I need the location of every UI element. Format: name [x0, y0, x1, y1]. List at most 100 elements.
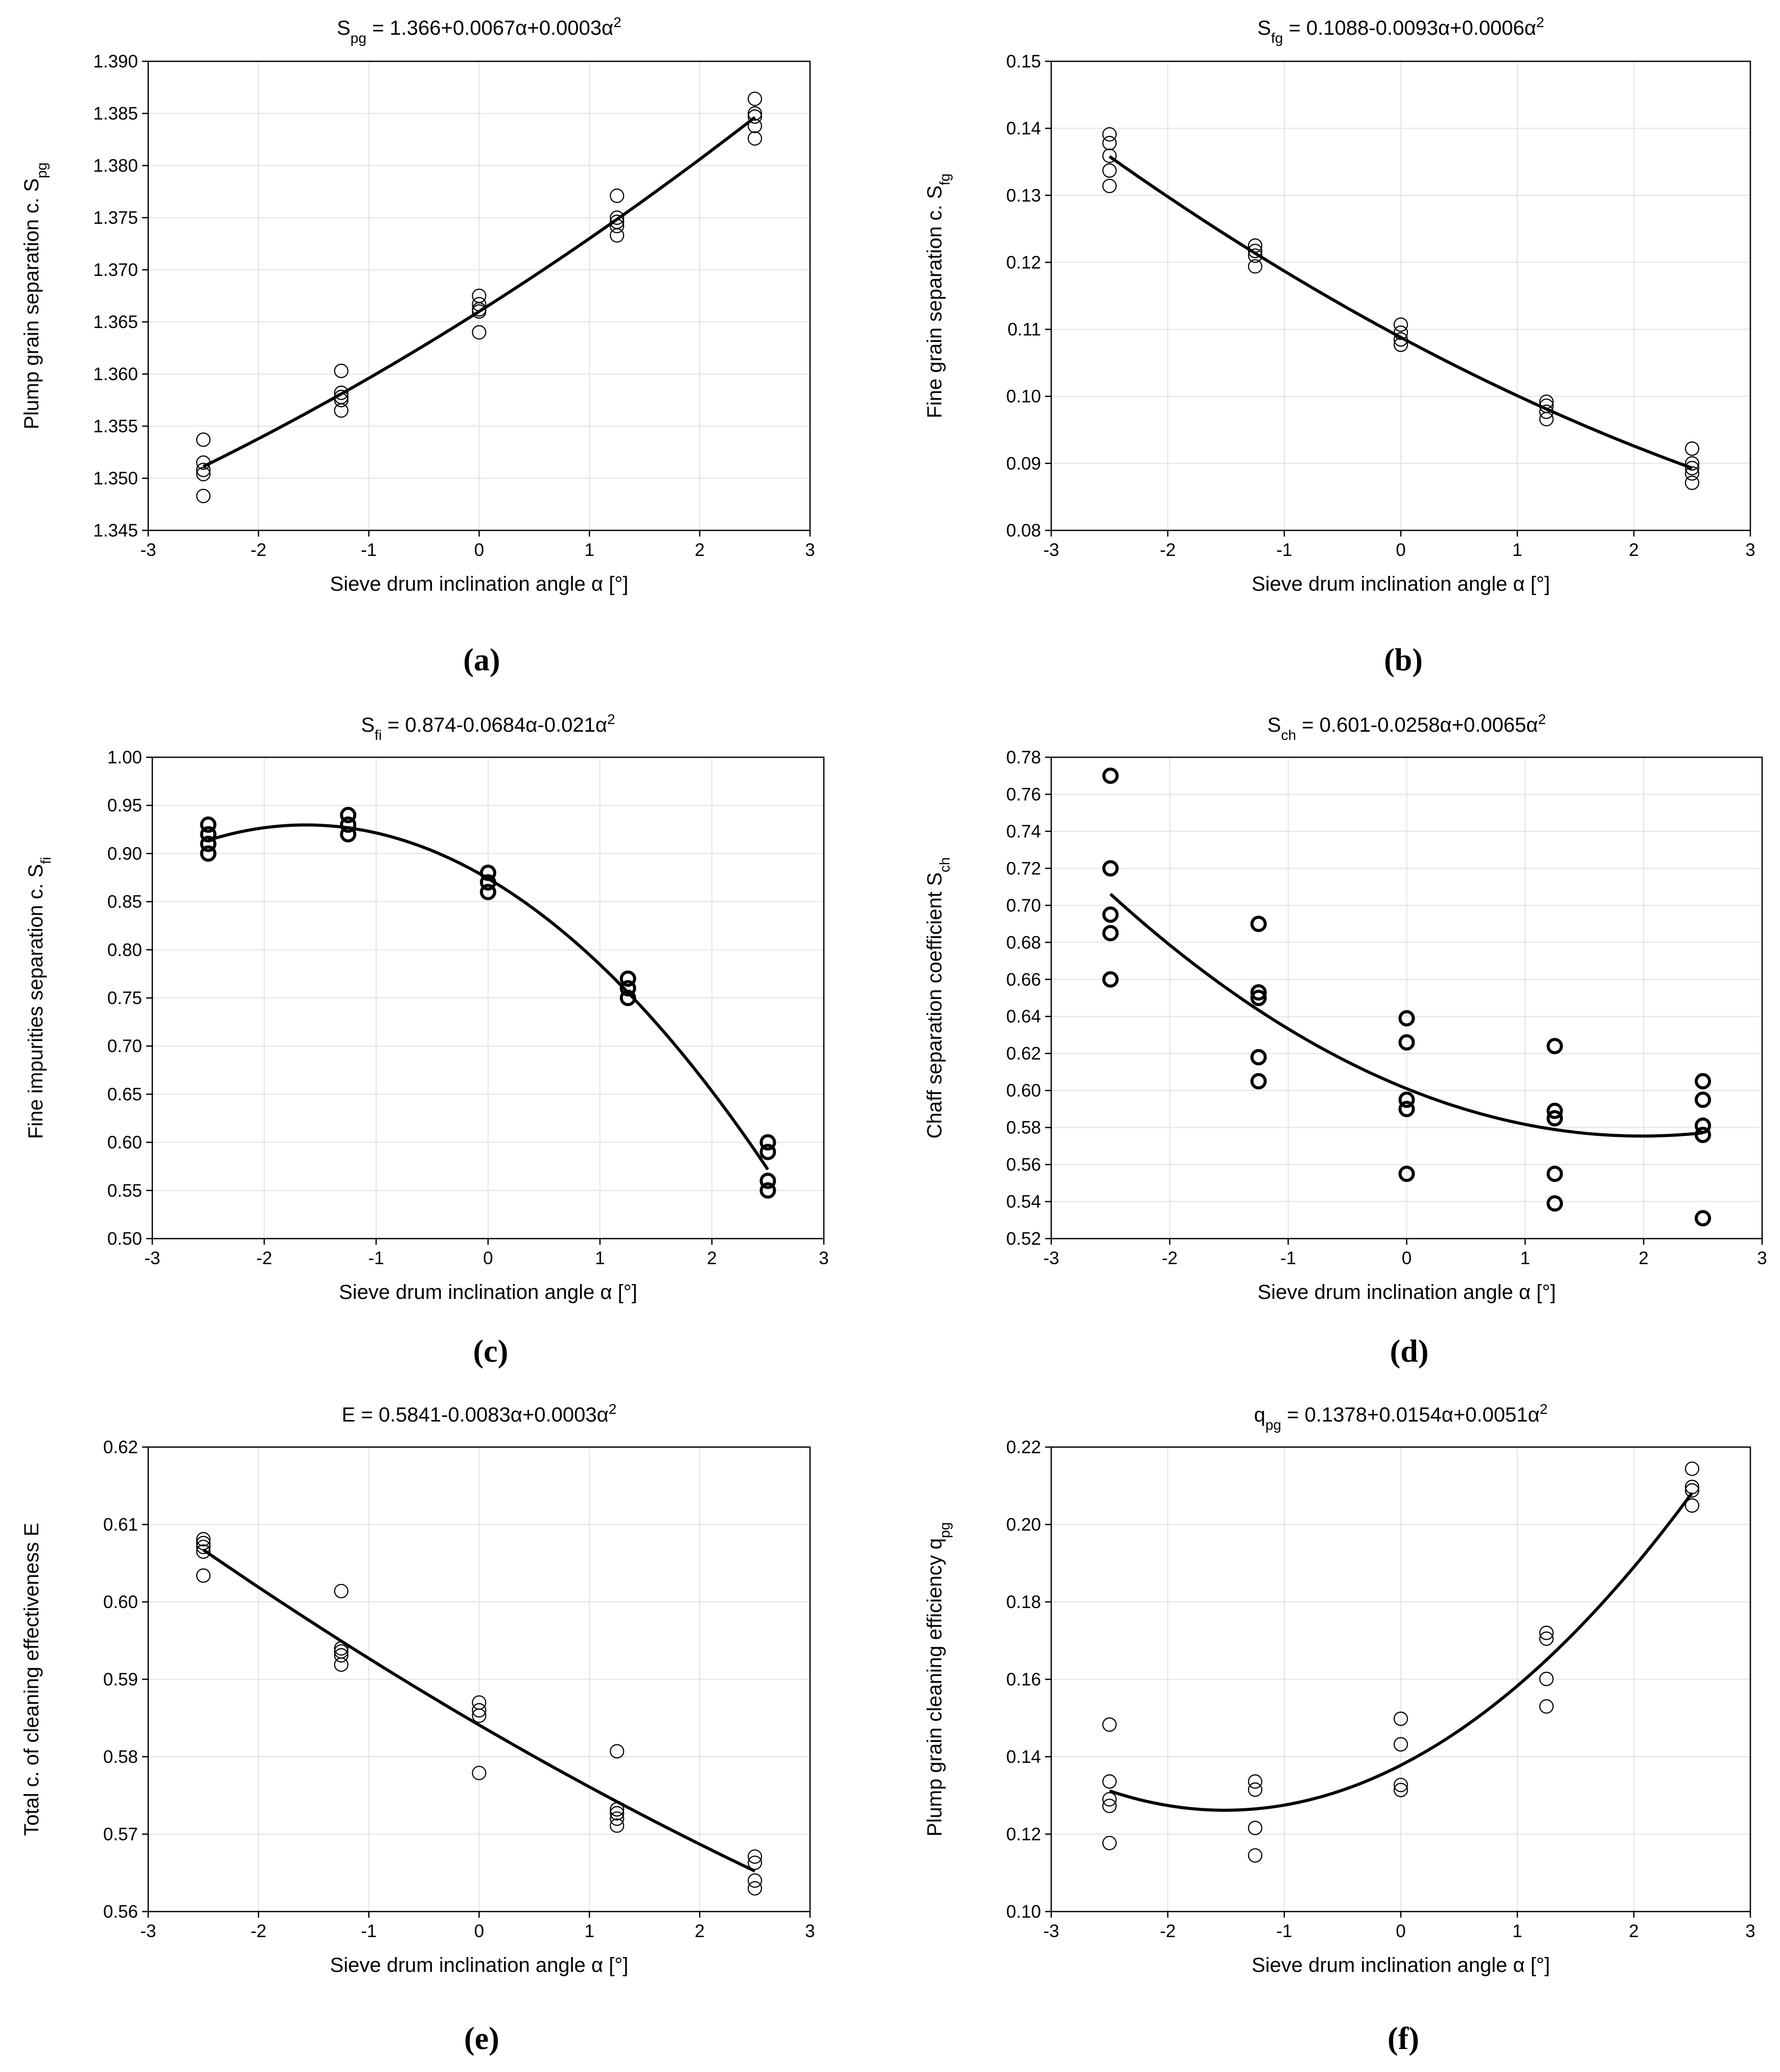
x-axis-label: Sieve drum inclination angle α [°] — [1258, 1281, 1556, 1303]
data-point — [334, 363, 349, 378]
y-tick-label: 0.70 — [1006, 896, 1041, 916]
data-point — [480, 874, 496, 891]
data-point — [1684, 1479, 1700, 1495]
data-point — [747, 106, 762, 121]
data-point — [610, 1811, 625, 1826]
data-point — [1546, 1195, 1563, 1212]
data-point — [1247, 1821, 1263, 1835]
data-point — [1398, 1034, 1415, 1051]
y-tick-label: 0.14 — [1006, 1747, 1041, 1767]
data-point — [1102, 1792, 1117, 1807]
x-tick-label: 0 — [483, 1248, 493, 1268]
data-point — [196, 488, 211, 503]
data-point — [200, 826, 217, 843]
data-point — [1102, 178, 1117, 194]
data-point — [1247, 1848, 1263, 1863]
x-axis-label: Sieve drum inclination angle α [°] — [1252, 573, 1550, 595]
data-point — [1102, 906, 1119, 923]
y-tick-label: 0.90 — [107, 844, 142, 864]
y-tick-label: 0.18 — [1006, 1592, 1041, 1612]
data-point — [1102, 1774, 1117, 1789]
y-tick-label: 0.70 — [107, 1036, 142, 1056]
data-point — [1546, 1166, 1563, 1182]
y-tick-label: 1.370 — [93, 260, 138, 280]
y-tick-label: 0.56 — [103, 1902, 138, 1922]
data-point — [1684, 456, 1700, 471]
data-point — [1546, 1103, 1563, 1120]
x-tick-label: 2 — [1638, 1248, 1648, 1268]
data-point — [759, 1144, 776, 1160]
x-tick-label: 1 — [1512, 540, 1522, 560]
y-tick-label: 0.11 — [1007, 320, 1041, 340]
panel-label: (e) — [464, 2021, 499, 2056]
x-tick-label: -3 — [140, 1921, 156, 1941]
chart-title: Sfi = 0.874-0.0684α-0.021α2 — [361, 711, 615, 743]
data-point — [1102, 860, 1119, 877]
data-point — [1393, 1783, 1408, 1798]
x-axis-label: Sieve drum inclination angle α [°] — [330, 1954, 629, 1976]
x-tick-label: 0 — [1396, 540, 1405, 560]
data-point — [1102, 127, 1117, 142]
data-point — [1247, 259, 1263, 274]
x-tick-label: -1 — [1276, 1921, 1292, 1941]
data-point — [610, 1802, 625, 1817]
data-point — [1102, 971, 1119, 988]
y-tick-label: 0.60 — [103, 1592, 138, 1612]
data-point — [747, 1855, 762, 1870]
chart-title: E = 0.5841-0.0083α+0.0003α2 — [342, 1401, 617, 1427]
x-tick-label: 3 — [805, 1921, 815, 1941]
y-tick-label: 1.380 — [93, 156, 138, 176]
x-tick-label: 1 — [1512, 1921, 1522, 1941]
y-tick-label: 0.85 — [107, 892, 142, 912]
data-point — [747, 131, 762, 146]
data-point — [340, 826, 357, 843]
data-point — [619, 970, 636, 987]
data-point — [610, 1818, 625, 1833]
data-point — [747, 119, 762, 133]
data-point — [334, 1657, 349, 1672]
x-tick-label: -2 — [1160, 540, 1175, 560]
data-point — [1684, 460, 1700, 476]
data-point — [1539, 404, 1554, 419]
x-tick-label: -2 — [250, 540, 266, 560]
chart-title: qpg = 0.1378+0.0154α+0.0051α2 — [1254, 1401, 1548, 1433]
data-point — [1539, 1699, 1554, 1714]
data-point — [1250, 1073, 1267, 1090]
data-point — [472, 325, 487, 340]
x-tick-label: 2 — [1629, 540, 1638, 560]
data-point — [747, 1849, 762, 1864]
data-point — [1684, 1461, 1700, 1476]
x-tick-label: -3 — [140, 540, 156, 560]
y-tick-label: 0.09 — [1006, 454, 1041, 474]
y-axis-label: Plump grain separation c. Spg — [20, 162, 50, 430]
data-point — [1102, 767, 1119, 784]
data-point — [1695, 1091, 1712, 1108]
y-tick-label: 0.68 — [1006, 933, 1041, 952]
y-tick-label: 0.56 — [1006, 1155, 1041, 1175]
data-point — [610, 228, 625, 243]
x-tick-label: 2 — [1629, 1921, 1638, 1941]
y-tick-label: 0.13 — [1006, 185, 1041, 205]
data-point — [480, 883, 496, 900]
fit-curve — [1108, 155, 1693, 470]
x-tick-label: -1 — [368, 1248, 384, 1268]
data-point — [1250, 984, 1267, 1001]
data-point — [759, 1172, 776, 1189]
y-axis-label: Total c. of cleaning effectiveness E — [20, 1523, 43, 1836]
fit-curve — [1109, 893, 1703, 1138]
data-point — [747, 91, 762, 106]
y-tick-label: 0.50 — [107, 1229, 142, 1249]
data-point — [334, 1584, 349, 1598]
data-point — [1684, 441, 1700, 456]
x-tick-label: 0 — [474, 540, 484, 560]
y-tick-label: 0.58 — [1006, 1118, 1041, 1138]
x-tick-label: -3 — [1043, 1921, 1059, 1941]
data-point — [1247, 238, 1263, 253]
data-point — [1393, 317, 1408, 332]
data-point — [1546, 1110, 1563, 1127]
y-tick-label: 0.20 — [1006, 1515, 1041, 1535]
data-point — [472, 1708, 487, 1723]
x-tick-label: 3 — [1757, 1248, 1767, 1268]
y-tick-label: 0.76 — [1006, 784, 1041, 804]
data-point — [1539, 394, 1554, 409]
